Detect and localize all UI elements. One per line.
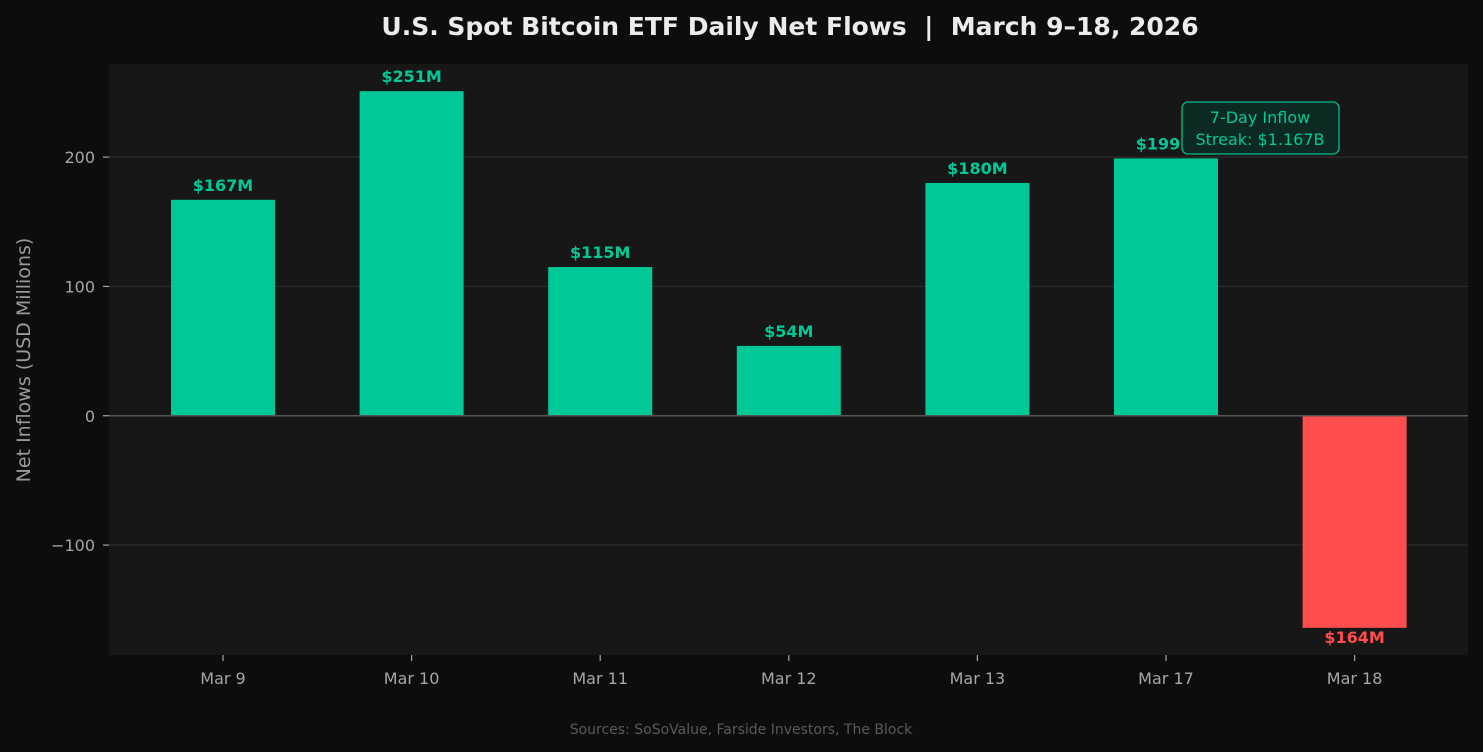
y-tick-label: 100 — [64, 277, 95, 296]
x-tick-label: Mar 18 — [1327, 669, 1383, 688]
x-tick-label: Mar 9 — [200, 669, 245, 688]
y-axis-ticks: −100 0 100 200 — [51, 148, 109, 555]
y-axis-label: Net Inflows (USD Millions) — [13, 238, 35, 483]
grid-lines — [109, 156, 1468, 546]
bar-value-label: $167M — [193, 176, 253, 195]
bars — [171, 91, 1407, 628]
streak-annotation-line-2: Streak: $1.167B — [1195, 130, 1324, 149]
bar-value-label: $199M — [1136, 134, 1196, 153]
streak-annotation-box — [1181, 101, 1340, 155]
bar-mar-17 — [1114, 158, 1218, 416]
bar-value-label: $164M — [1324, 628, 1384, 647]
streak-annotation: 7-Day Inflow Streak: $1.167B — [1181, 101, 1340, 155]
bar-value-label: $251M — [381, 67, 441, 86]
x-tick-label: Mar 17 — [1138, 669, 1194, 688]
bar-value-label: $54M — [764, 322, 813, 341]
y-tick-label: 0 — [85, 407, 95, 426]
bar-mar-13 — [925, 182, 1030, 416]
streak-annotation-line-1: 7-Day Inflow — [1210, 108, 1310, 127]
x-axis-ticks: Mar 9 Mar 10 Mar 11 Mar 12 Mar 13 Mar 17 Mar 1… — [200, 655, 1382, 688]
bar-mar-9 — [171, 199, 275, 416]
bar-mar-10 — [359, 91, 464, 416]
source-note: Sources: SoSoValue, Farside Investors, T… — [570, 722, 913, 738]
x-tick-label: Mar 13 — [950, 669, 1006, 688]
x-tick-label: Mar 12 — [761, 669, 817, 688]
y-tick-label: 200 — [64, 148, 95, 167]
bar-mar-18 — [1302, 415, 1407, 628]
x-tick-label: Mar 11 — [572, 669, 628, 688]
chart-title: U.S. Spot Bitcoin ETF Daily Net Flows | … — [381, 12, 1198, 41]
bar-value-label: $115M — [570, 243, 630, 262]
y-tick-label: −100 — [51, 536, 95, 555]
bar-mar-11 — [548, 267, 653, 416]
bar-mar-12 — [736, 345, 841, 416]
x-tick-label: Mar 10 — [384, 669, 440, 688]
bar-value-labels: $167M $251M $115M $54M $180M $199M $164M — [193, 67, 1385, 647]
bar-value-label: $180M — [947, 159, 1007, 178]
